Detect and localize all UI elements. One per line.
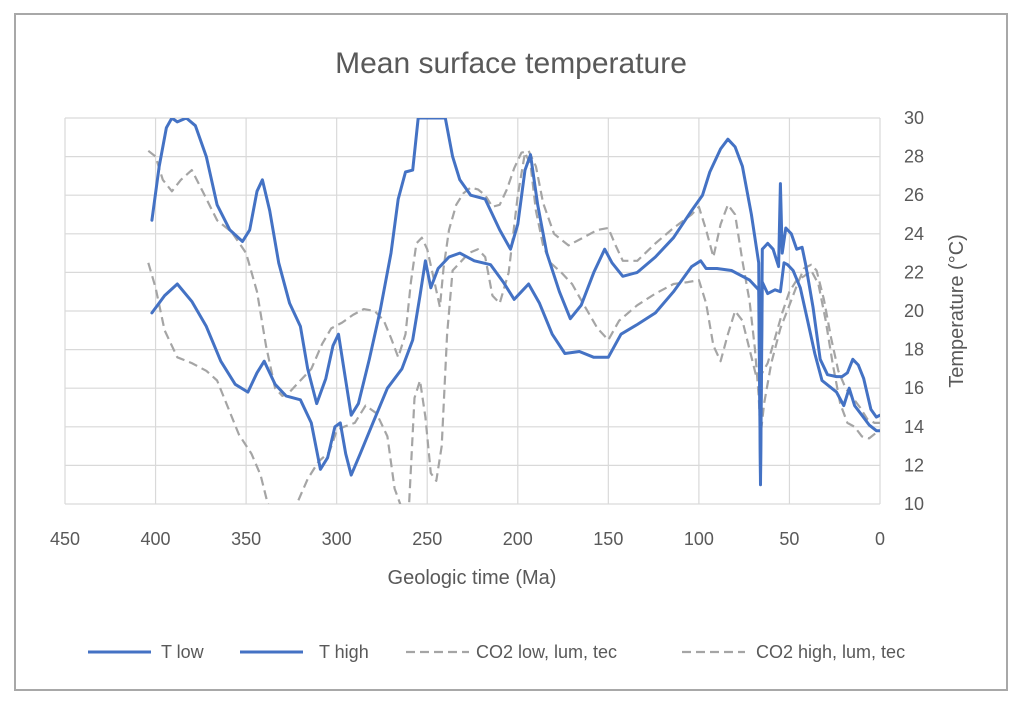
x-tick-label: 150 <box>593 529 623 549</box>
legend-label-2: T high <box>319 642 369 662</box>
y-tick-label: 12 <box>904 455 924 475</box>
y-tick-label: 14 <box>904 417 924 437</box>
x-axis-ticks: 450 400 350 300 250 200 150 100 50 0 <box>50 529 885 549</box>
y-tick-label: 28 <box>904 147 924 167</box>
y-tick-label: 20 <box>904 301 924 321</box>
legend-label-3: CO2 low, lum, tec <box>476 642 617 662</box>
y-tick-label: 30 <box>904 108 924 128</box>
x-tick-label: 350 <box>231 529 261 549</box>
x-tick-label: 450 <box>50 529 80 549</box>
series-line-1 <box>150 251 880 487</box>
x-tick-label: 0 <box>875 529 885 549</box>
y-axis-title: Temperature (°C) <box>946 234 968 388</box>
y-tick-label: 26 <box>904 185 924 205</box>
y-tick-label: 18 <box>904 340 924 360</box>
chart-title: Mean surface temperature <box>335 47 687 80</box>
y-tick-label: 10 <box>904 494 924 514</box>
x-tick-label: 100 <box>684 529 714 549</box>
x-tick-label: 50 <box>779 529 799 549</box>
series-layer <box>147 118 880 504</box>
y-axis-ticks: 10 12 14 16 18 20 22 24 26 28 30 <box>904 108 924 514</box>
x-axis-title: Geologic time (Ma) <box>388 567 557 589</box>
x-tick-label: 300 <box>322 529 352 549</box>
x-tick-label: 400 <box>141 529 171 549</box>
legend-label-1: T low <box>161 642 205 662</box>
legend: T low T high CO2 low, lum, tec CO2 high, lu… <box>88 642 905 662</box>
y-tick-label: 24 <box>904 224 924 244</box>
x-tick-label: 250 <box>412 529 442 549</box>
chart-frame <box>14 13 1008 691</box>
series-line-2 <box>150 118 880 477</box>
series-line-3 <box>147 151 880 504</box>
series-line-4 <box>147 149 880 438</box>
x-tick-label: 200 <box>503 529 533 549</box>
y-tick-label: 22 <box>904 262 924 282</box>
legend-label-4: CO2 high, lum, tec <box>756 642 905 662</box>
y-tick-label: 16 <box>904 378 924 398</box>
